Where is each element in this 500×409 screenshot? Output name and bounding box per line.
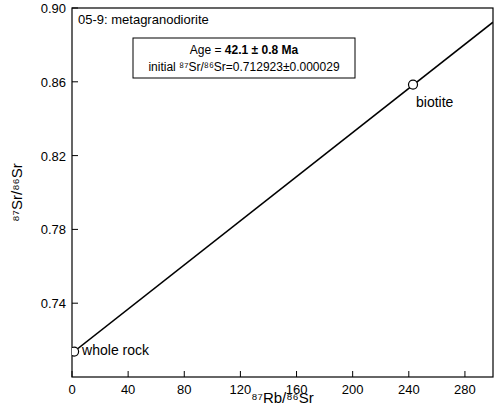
x-tick [72, 371, 73, 377]
x-tick [128, 371, 129, 377]
y-tick-label: 0.90 [41, 1, 66, 16]
plot-area [72, 22, 493, 356]
x-tick-label: 120 [230, 382, 252, 397]
x-tick [184, 371, 185, 377]
plot-frame [72, 8, 493, 377]
x-tick [464, 371, 465, 377]
x-tick-label: 80 [177, 382, 191, 397]
point-label: biotite [416, 94, 454, 110]
x-tick-label: 0 [68, 382, 75, 397]
x-tick [408, 371, 409, 377]
y-axis-label: ⁸⁷Sr/⁸⁶Sr [8, 163, 25, 221]
x-tick-label: 240 [398, 382, 420, 397]
x-tick-label: 40 [121, 382, 135, 397]
y-tick [72, 8, 78, 9]
x-tick [240, 371, 241, 377]
y-tick [72, 81, 78, 82]
isochron-line [72, 22, 493, 353]
x-tick [296, 371, 297, 377]
y-tick [72, 303, 78, 304]
annotation-box [133, 38, 355, 78]
y-tick-label: 0.74 [41, 296, 66, 311]
title: 05-9: metagranodiorite [78, 12, 209, 27]
annotation: initial ⁸⁷Sr/⁸⁶Sr=0.712923±0.000029 [148, 60, 339, 74]
x-tick [352, 371, 353, 377]
data-point [72, 347, 79, 356]
y-tick-label: 0.86 [41, 75, 66, 90]
point-label: whole rock [81, 342, 150, 358]
y-tick [72, 155, 78, 156]
y-tick-label: 0.78 [41, 222, 66, 237]
y-tick-label: 0.82 [41, 149, 66, 164]
data-point [409, 80, 418, 89]
y-tick [72, 229, 78, 230]
chart: 040801201602002402800.740.780.820.860.90… [0, 0, 500, 409]
x-axis-label: ⁸⁷Rb/⁸⁶Sr [251, 389, 314, 406]
x-tick-label: 200 [342, 382, 364, 397]
x-tick-label: 280 [454, 382, 476, 397]
annotation: Age = 42.1 ± 0.8 Ma [190, 43, 299, 57]
